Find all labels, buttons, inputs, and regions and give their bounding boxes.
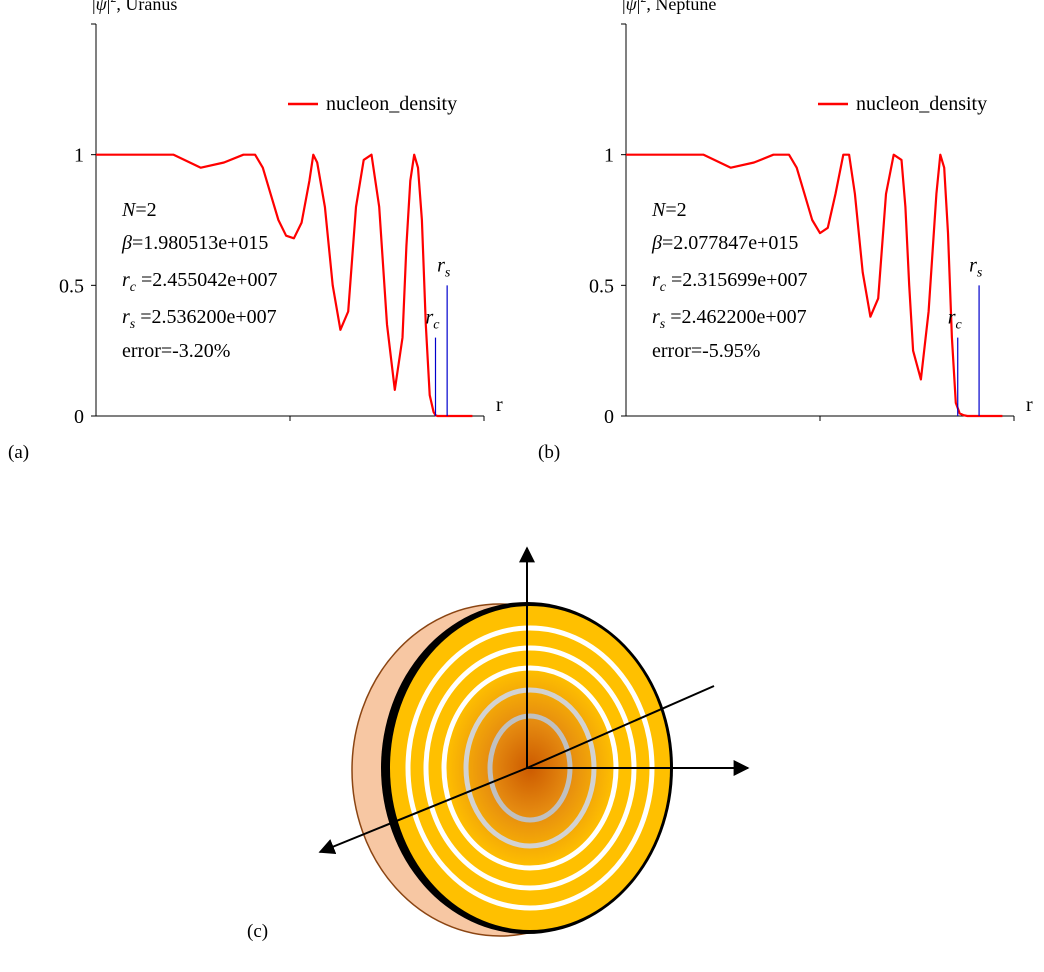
x-axis-label: r [496, 394, 503, 416]
y-axis-back [526, 685, 715, 769]
y-tick-label: 0 [604, 406, 614, 428]
annotation-n: N=2 [121, 199, 157, 221]
annotation-rs: rs =2.462200e+007 [652, 306, 807, 332]
annotation-beta: β=2.077847e+015 [651, 232, 798, 254]
series-line-nucleon_density [96, 153, 473, 418]
y-axis-arrow [318, 767, 528, 854]
marker-label-rs: rs [437, 254, 451, 280]
sphere-diagram: (c) [247, 546, 750, 942]
y-tick-label: 0.5 [59, 275, 84, 297]
x-axis-label: r [1026, 394, 1033, 416]
y-tick-label: 1 [74, 145, 84, 167]
marker-label-rc: rc [426, 307, 441, 333]
annotation-rc: rc =2.315699e+007 [652, 269, 807, 295]
annotation-beta: β=1.980513e+015 [121, 232, 268, 254]
annotation-error: error=-3.20% [122, 340, 230, 362]
chart-title: |ψ|2, Neptune [622, 0, 716, 14]
annotation-n: N=2 [651, 199, 687, 221]
series-line-nucleon_density [626, 153, 1003, 418]
chart-title: |ψ|2, Uranus [92, 0, 177, 14]
y-tick-label: 0 [74, 406, 84, 428]
legend-label: nucleon_density [326, 93, 457, 115]
panel-label: (b) [538, 442, 560, 463]
annotation-error: error=-5.95% [652, 340, 760, 362]
annotation-rs: rs =2.536200e+007 [122, 306, 277, 332]
marker-label-rs: rs [969, 254, 983, 280]
legend-label: nucleon_density [856, 93, 987, 115]
panel-label-c: (c) [247, 921, 268, 942]
panel-label: (a) [8, 442, 29, 463]
y-tick-label: 0.5 [589, 275, 614, 297]
annotation-rc: rc =2.455042e+007 [122, 269, 277, 295]
marker-label-rc: rc [948, 307, 963, 333]
y-tick-label: 1 [604, 145, 614, 167]
